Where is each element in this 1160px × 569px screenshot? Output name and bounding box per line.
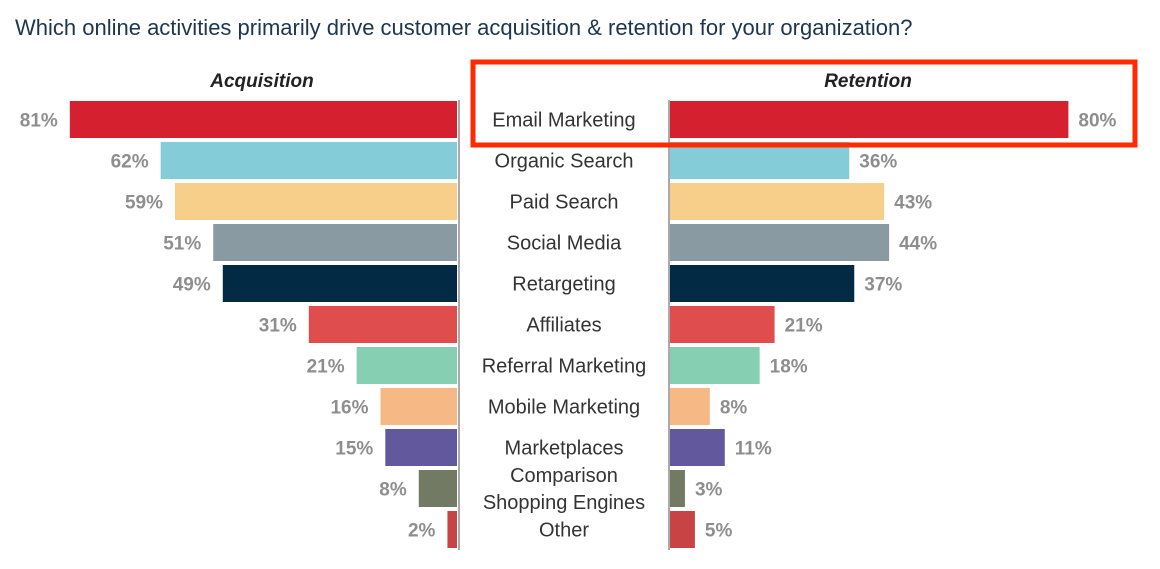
acquisition-bar xyxy=(160,142,457,179)
category-label: Referral Marketing xyxy=(482,356,647,378)
retention-bar xyxy=(670,101,1069,138)
retention-value-label: 36% xyxy=(859,152,897,173)
retention-value-label: 3% xyxy=(695,480,723,501)
acquisition-bar xyxy=(222,265,457,302)
category-label: Social Media xyxy=(507,233,622,255)
acquisition-value-label: 62% xyxy=(111,152,149,173)
retention-value-label: 80% xyxy=(1078,111,1116,132)
acquisition-bar xyxy=(356,347,457,384)
retention-header: Retention xyxy=(824,71,912,92)
category-label: Paid Search xyxy=(510,192,619,214)
retention-bar xyxy=(670,470,685,507)
acquisition-bar xyxy=(174,183,458,220)
acquisition-value-label: 49% xyxy=(173,275,211,296)
category-label: Marketplaces xyxy=(505,438,624,460)
retention-bar xyxy=(670,347,760,384)
retention-value-label: 21% xyxy=(785,316,823,337)
acquisition-value-label: 81% xyxy=(20,111,58,132)
acquisition-bar xyxy=(385,429,457,466)
retention-bar xyxy=(670,142,850,179)
acquisition-value-label: 8% xyxy=(379,480,407,501)
retention-bar xyxy=(670,265,855,302)
retention-value-label: 37% xyxy=(864,275,902,296)
acquisition-bar xyxy=(447,511,457,548)
category-label: Retargeting xyxy=(512,274,615,296)
retention-bar xyxy=(670,183,885,220)
retention-value-label: 5% xyxy=(705,521,733,542)
acquisition-value-label: 51% xyxy=(163,234,201,255)
retention-value-label: 8% xyxy=(720,398,748,419)
acquisition-value-label: 59% xyxy=(125,193,163,214)
acquisition-bar xyxy=(418,470,457,507)
highlight-box xyxy=(470,59,1138,148)
retention-value-label: 44% xyxy=(899,234,937,255)
acquisition-value-label: 2% xyxy=(408,521,436,542)
acquisition-value-label: 21% xyxy=(307,357,345,378)
retention-value-label: 43% xyxy=(894,193,932,214)
retention-bar xyxy=(670,511,695,548)
category-label: Organic Search xyxy=(495,151,634,173)
category-label: Comparison xyxy=(510,465,618,487)
retention-bar xyxy=(670,388,710,425)
retention-bar xyxy=(670,224,890,261)
category-label: Mobile Marketing xyxy=(488,397,640,419)
acquisition-bar xyxy=(69,101,457,138)
category-label: Other xyxy=(539,520,589,542)
category-label: Email Marketing xyxy=(492,110,635,132)
retention-value-label: 11% xyxy=(735,439,772,460)
acquisition-bar xyxy=(308,306,457,343)
retention-bar xyxy=(670,429,725,466)
retention-bar xyxy=(670,306,775,343)
acquisition-value-label: 31% xyxy=(259,316,297,337)
acquisition-value-label: 15% xyxy=(335,439,373,460)
category-label: Affiliates xyxy=(526,315,601,337)
acquisition-bar xyxy=(213,224,457,261)
acquisition-header: Acquisition xyxy=(209,71,313,92)
acquisition-value-label: 16% xyxy=(330,398,368,419)
retention-value-label: 18% xyxy=(770,357,808,378)
acquisition-bar xyxy=(380,388,457,425)
chart-title: Which online activities primarily drive … xyxy=(15,15,913,40)
category-label: Shopping Engines xyxy=(483,492,645,514)
